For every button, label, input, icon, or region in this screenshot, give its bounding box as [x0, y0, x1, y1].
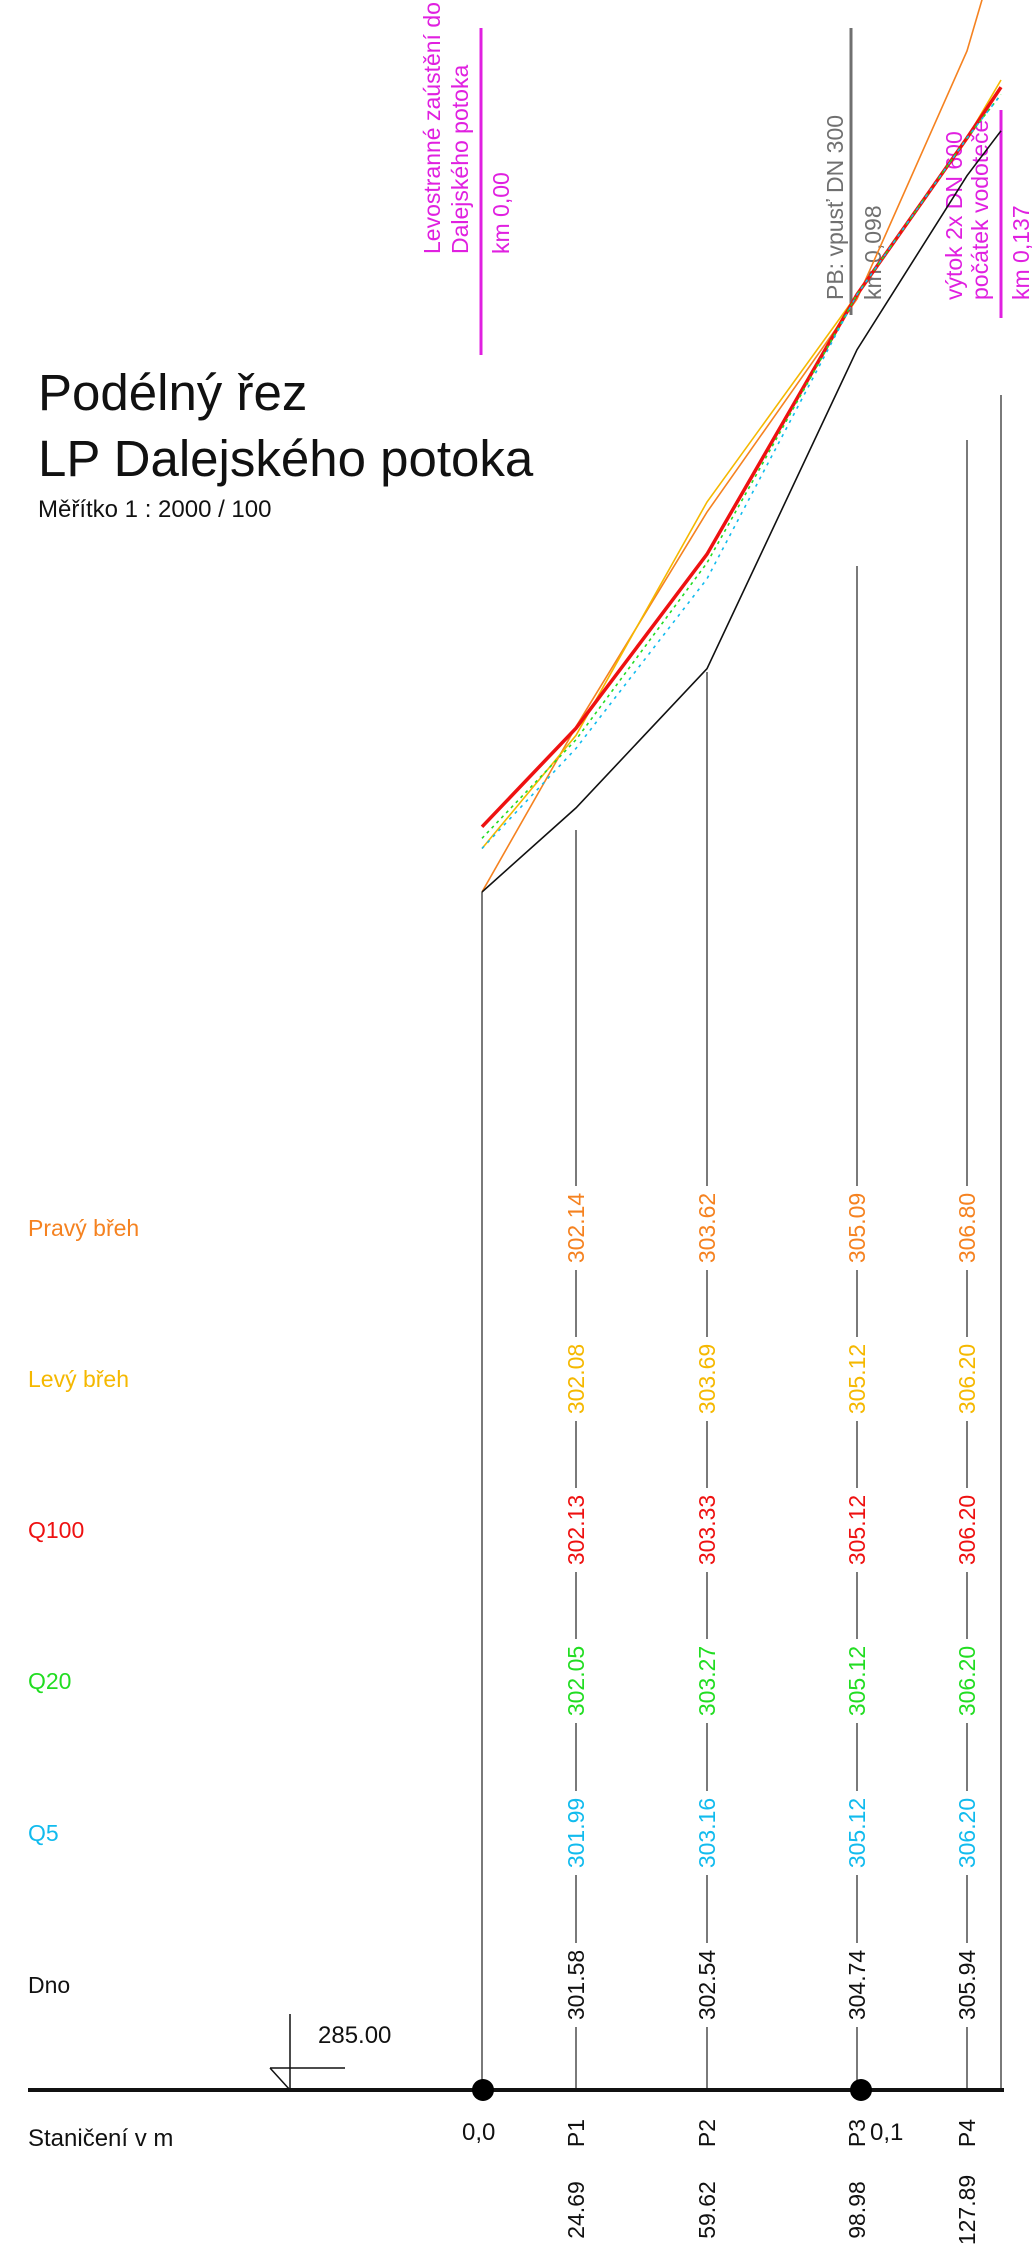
marker-outlet-line-2: počátek vodoteče [967, 120, 993, 300]
value-background [566, 1639, 586, 1723]
value-dno-p1: 301.58 [563, 1950, 589, 2020]
profile-station-p2: 59.62 [694, 2181, 720, 2239]
value-background [957, 1186, 977, 1270]
value-pravy-breh-p3: 305.09 [844, 1193, 870, 1263]
value-background [566, 1186, 586, 1270]
value-background [566, 1337, 586, 1421]
profile-name-p4: P4 [954, 2119, 980, 2147]
profile-station-p3: 98.98 [844, 2181, 870, 2239]
marker-confluence: Levostranné zaústění do Dalejského potok… [419, 2, 514, 355]
baseline [28, 2079, 1004, 2101]
profile-label-background [564, 2102, 588, 2248]
value-q100-p2: 303.33 [694, 1495, 720, 1565]
value-q5-p4: 306.20 [954, 1798, 980, 1868]
value-background [566, 1488, 586, 1572]
value-q100-p1: 302.13 [563, 1495, 589, 1565]
series-q20 [481, 94, 1002, 839]
value-background [847, 1791, 867, 1875]
value-background [697, 1186, 717, 1270]
datum-symbol [269, 2014, 345, 2091]
value-q20-p4: 306.20 [954, 1646, 980, 1716]
row-label-pravy-breh: Pravý břeh [28, 1215, 139, 1241]
value-background [697, 1639, 717, 1723]
profile-name-p1: P1 [563, 2119, 589, 2147]
marker-outlet: výtok 2x DN 600 počátek vodoteče km 0,13… [941, 110, 1034, 318]
value-background [847, 1639, 867, 1723]
value-background [697, 1943, 717, 2027]
value-background [697, 1337, 717, 1421]
value-background [847, 1488, 867, 1572]
value-q5-p2: 303.16 [694, 1798, 720, 1868]
marker-confluence-line-2: Dalejského potoka [447, 65, 473, 254]
value-pravy-breh-p2: 303.62 [694, 1193, 720, 1263]
profile-label-background [955, 2102, 979, 2248]
value-levy-breh-p2: 303.69 [694, 1344, 720, 1414]
value-q100-p3: 305.12 [844, 1495, 870, 1565]
value-background [847, 1186, 867, 1270]
series-q100 [480, 86, 1003, 829]
value-background [957, 1943, 977, 2027]
value-dno-p3: 304.74 [844, 1950, 870, 2021]
title-block: Podélný řez LP Dalejského potoka Měřítko… [38, 360, 533, 524]
series-q5 [481, 94, 1002, 850]
value-levy-breh-p3: 305.12 [844, 1344, 870, 1414]
station-start-label: 0,0 [462, 2119, 495, 2146]
station-end-label: 0,1 [870, 2119, 903, 2146]
value-background [957, 1488, 977, 1572]
station-dot-end [850, 2079, 872, 2101]
drawing-title: Podélný řez [38, 364, 308, 421]
datum-value: 285.00 [318, 2022, 391, 2049]
profile-name-p2: P2 [694, 2119, 720, 2147]
series-pravy-breh [481, 0, 983, 893]
profile-label-background [695, 2102, 719, 2248]
value-background [697, 1488, 717, 1572]
value-background [847, 1337, 867, 1421]
row-label-q100: Q100 [28, 1517, 84, 1543]
value-q20-p1: 302.05 [563, 1646, 589, 1716]
row-label-q5: Q5 [28, 1820, 59, 1846]
profile-series [480, 0, 1003, 893]
row-label-levy-breh: Levý břeh [28, 1366, 129, 1392]
value-background [566, 1791, 586, 1875]
row-label-dno: Dno [28, 1972, 70, 1998]
station-lines [481, 395, 1002, 2090]
scale-label: Měřítko 1 : 2000 / 100 [38, 496, 272, 523]
value-q20-p2: 303.27 [694, 1646, 720, 1716]
value-background [957, 1337, 977, 1421]
row-label-q20: Q20 [28, 1668, 71, 1694]
marker-outlet-km: km 0,137 [1008, 205, 1034, 300]
value-q20-p3: 305.12 [844, 1646, 870, 1716]
marker-confluence-km: km 0,00 [488, 172, 514, 254]
value-background [697, 1791, 717, 1875]
value-pravy-breh-p4: 306.80 [954, 1193, 980, 1263]
value-background [566, 1943, 586, 2027]
value-background [847, 1943, 867, 2027]
value-levy-breh-p4: 306.20 [954, 1344, 980, 1414]
value-dno-p2: 302.54 [694, 1950, 720, 2021]
profile-label-background [845, 2102, 869, 2248]
profile-station-p1: 24.69 [563, 2181, 589, 2239]
value-background [957, 1791, 977, 1875]
station-dot-start [472, 2079, 494, 2101]
value-q100-p4: 306.20 [954, 1495, 980, 1565]
marker-inlet: PB: vpusť DN 300 km 0,098 [822, 28, 886, 315]
value-background [957, 1639, 977, 1723]
values-table: Pravý břeh 302.14 303.62 305.09 306.80 Levý b… [28, 1186, 980, 2248]
value-q5-p3: 305.12 [844, 1798, 870, 1868]
value-levy-breh-p1: 302.08 [563, 1344, 589, 1414]
drawing-subtitle: LP Dalejského potoka [38, 430, 534, 487]
series-dno [481, 130, 1002, 893]
value-pravy-breh-p1: 302.14 [563, 1193, 589, 1264]
value-q5-p1: 301.99 [563, 1798, 589, 1868]
profile-station-p4: 127.89 [954, 2175, 980, 2245]
value-dno-p4: 305.94 [954, 1950, 980, 2021]
station-axis-label: Staničení v m [28, 2125, 173, 2152]
marker-inlet-line-1: PB: vpusť DN 300 [822, 115, 848, 300]
profile-name-p3: P3 [844, 2119, 870, 2147]
marker-confluence-line-1: Levostranné zaústění do [419, 2, 445, 254]
